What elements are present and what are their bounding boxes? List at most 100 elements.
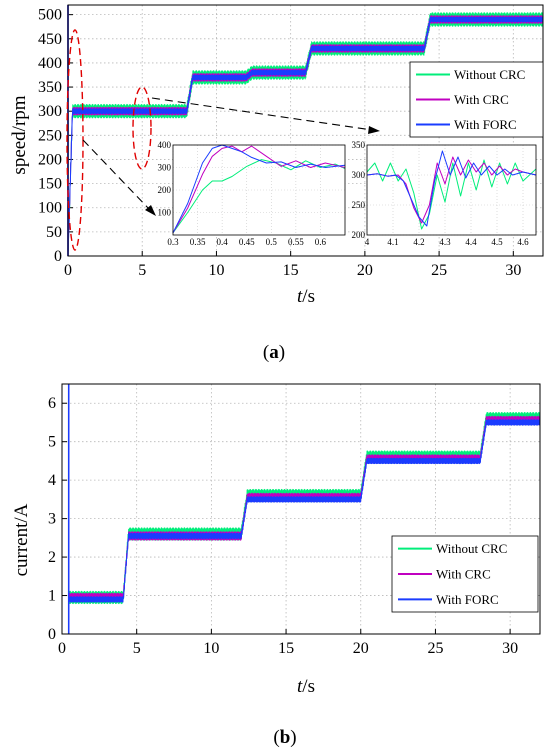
y-tick-label: 500	[38, 7, 62, 24]
inset-y-tick-label: 400	[158, 140, 172, 150]
current-chart-tick-labels: 0 5 10 15 20 25 30 0 1 2 3 4 5 6	[48, 395, 518, 657]
y-tick-label: 200	[38, 151, 62, 168]
y-tick-label: 400	[38, 55, 62, 72]
x-tick-label: 0	[58, 640, 66, 657]
inset-y-tick-label: 200	[158, 185, 172, 195]
inset-startup: 0.3 0.35 0.4 0.45 0.5 0.55 0.6 100 200 300 400	[158, 140, 346, 247]
y-tick-label: 4	[48, 472, 56, 489]
speed-chart-tick-labels: 0 5 10 15 20 25 300501001502002503003504004505…	[38, 7, 521, 279]
speed-x-axis-symbol: t	[297, 286, 303, 307]
inset-y-tick-label: 350	[352, 140, 366, 150]
speed-legend-label-2: With FORC	[454, 117, 517, 132]
speed-legend-label-1: With CRC	[454, 92, 509, 107]
caption-a-letter: a	[269, 342, 279, 363]
speed-chart-legend: Without CRC With CRC With FORC	[409, 61, 544, 138]
current-x-axis-label: t/s	[297, 676, 315, 697]
x-tick-label: 25	[431, 262, 447, 279]
inset-series-line-1	[366, 156, 537, 224]
y-tick-label: 300	[38, 103, 62, 120]
y-tick-label: 450	[38, 31, 62, 48]
x-tick-label: 5	[138, 262, 146, 279]
current-legend-label-0: Without CRC	[436, 541, 507, 556]
inset-x-tick-label: 4.6	[517, 237, 529, 247]
current-chart-legend: Without CRC With CRC With FORC	[391, 535, 539, 613]
inset-x-tick-label: 0.6	[315, 237, 327, 247]
y-tick-label: 5	[48, 434, 56, 451]
inset-x-tick-label: 0.35	[190, 237, 206, 247]
inset-y-tick-label: 250	[352, 200, 366, 210]
inset-y-tick-label: 200	[352, 230, 366, 240]
x-tick-label: 10	[208, 262, 224, 279]
current-y-axis-label: current/A	[11, 503, 32, 576]
y-tick-label: 0	[48, 626, 56, 643]
current-chart-frame	[61, 383, 541, 635]
inset-frame	[172, 144, 346, 236]
current-chart-series	[67, 384, 541, 634]
inset-x-tick-label: 4.1	[387, 237, 398, 247]
y-tick-label: 2	[48, 549, 56, 566]
inset-background	[173, 145, 345, 235]
inset-x-tick-label: 4.3	[439, 237, 451, 247]
speed-y-axis-label: speed/rpm	[9, 95, 30, 174]
current-x-axis-unit: /s	[302, 676, 315, 697]
zoom-arrowhead-disturbance	[368, 126, 380, 134]
inset-x-tick-label: 0.3	[167, 237, 179, 247]
y-tick-label: 1	[48, 588, 56, 605]
speed-x-axis-label: t/s	[297, 286, 315, 307]
zoom-ellipse-disturbance	[132, 86, 152, 170]
caption-b-letter: b	[280, 727, 291, 748]
inset-series-line-2	[172, 144, 346, 234]
x-tick-label: 20	[353, 640, 369, 657]
inset-x-tick-label: 4.2	[413, 237, 424, 247]
inset-background	[367, 145, 536, 235]
x-tick-label: 15	[283, 262, 299, 279]
inset-series-line-1	[172, 145, 346, 234]
x-tick-label: 25	[427, 640, 443, 657]
inset-series-line-0	[366, 159, 537, 230]
x-tick-label: 30	[505, 262, 521, 279]
inset-x-tick-label: 0.5	[266, 237, 278, 247]
inset-disturbance: 4 4.1 4.2 4.3 4.4 4.5 4.6 200 250 300 350	[352, 140, 537, 247]
inset-frame	[366, 144, 537, 236]
x-tick-label: 15	[278, 640, 294, 657]
y-tick-label: 150	[38, 176, 62, 193]
y-tick-label: 6	[48, 395, 56, 412]
y-tick-label: 350	[38, 79, 62, 96]
series-line-2	[68, 419, 541, 603]
zoom-arrow-start	[82, 139, 151, 211]
inset-y-tick-label: 100	[158, 208, 172, 218]
y-tick-label: 250	[38, 127, 62, 144]
inset-y-tick-label: 300	[352, 170, 366, 180]
inset-series-line-2	[366, 150, 537, 227]
caption-a: (a)	[263, 342, 285, 363]
y-tick-label: 100	[38, 200, 62, 217]
x-tick-label: 10	[203, 640, 219, 657]
x-tick-label: 20	[357, 262, 373, 279]
zoom-arrowhead-start	[145, 205, 156, 216]
y-tick-label: 0	[54, 248, 62, 265]
inset-x-tick-label: 4.4	[465, 237, 477, 247]
x-tick-label: 5	[133, 640, 141, 657]
current-legend-label-2: With FORC	[436, 592, 499, 607]
x-tick-label: 30	[502, 640, 518, 657]
inset-x-tick-label: 0.55	[288, 237, 304, 247]
y-tick-label: 3	[48, 511, 56, 528]
current-x-axis-symbol: t	[297, 676, 303, 697]
speed-x-axis-unit: /s	[302, 286, 315, 307]
series-line-2	[67, 16, 544, 254]
inset-y-tick-label: 300	[158, 163, 172, 173]
inset-x-tick-label: 4	[365, 237, 370, 247]
inset-x-tick-label: 0.4	[217, 237, 229, 247]
current-legend-label-1: With CRC	[436, 567, 491, 582]
y-tick-label: 50	[46, 224, 62, 241]
caption-b: (b)	[273, 727, 296, 748]
zoom-arrow-disturbance	[151, 97, 373, 131]
inset-series-line-0	[172, 159, 346, 234]
speed-legend-label-0: Without CRC	[454, 67, 525, 82]
inset-x-tick-label: 0.45	[239, 237, 255, 247]
inset-x-tick-label: 4.5	[491, 237, 503, 247]
x-tick-label: 0	[64, 262, 72, 279]
